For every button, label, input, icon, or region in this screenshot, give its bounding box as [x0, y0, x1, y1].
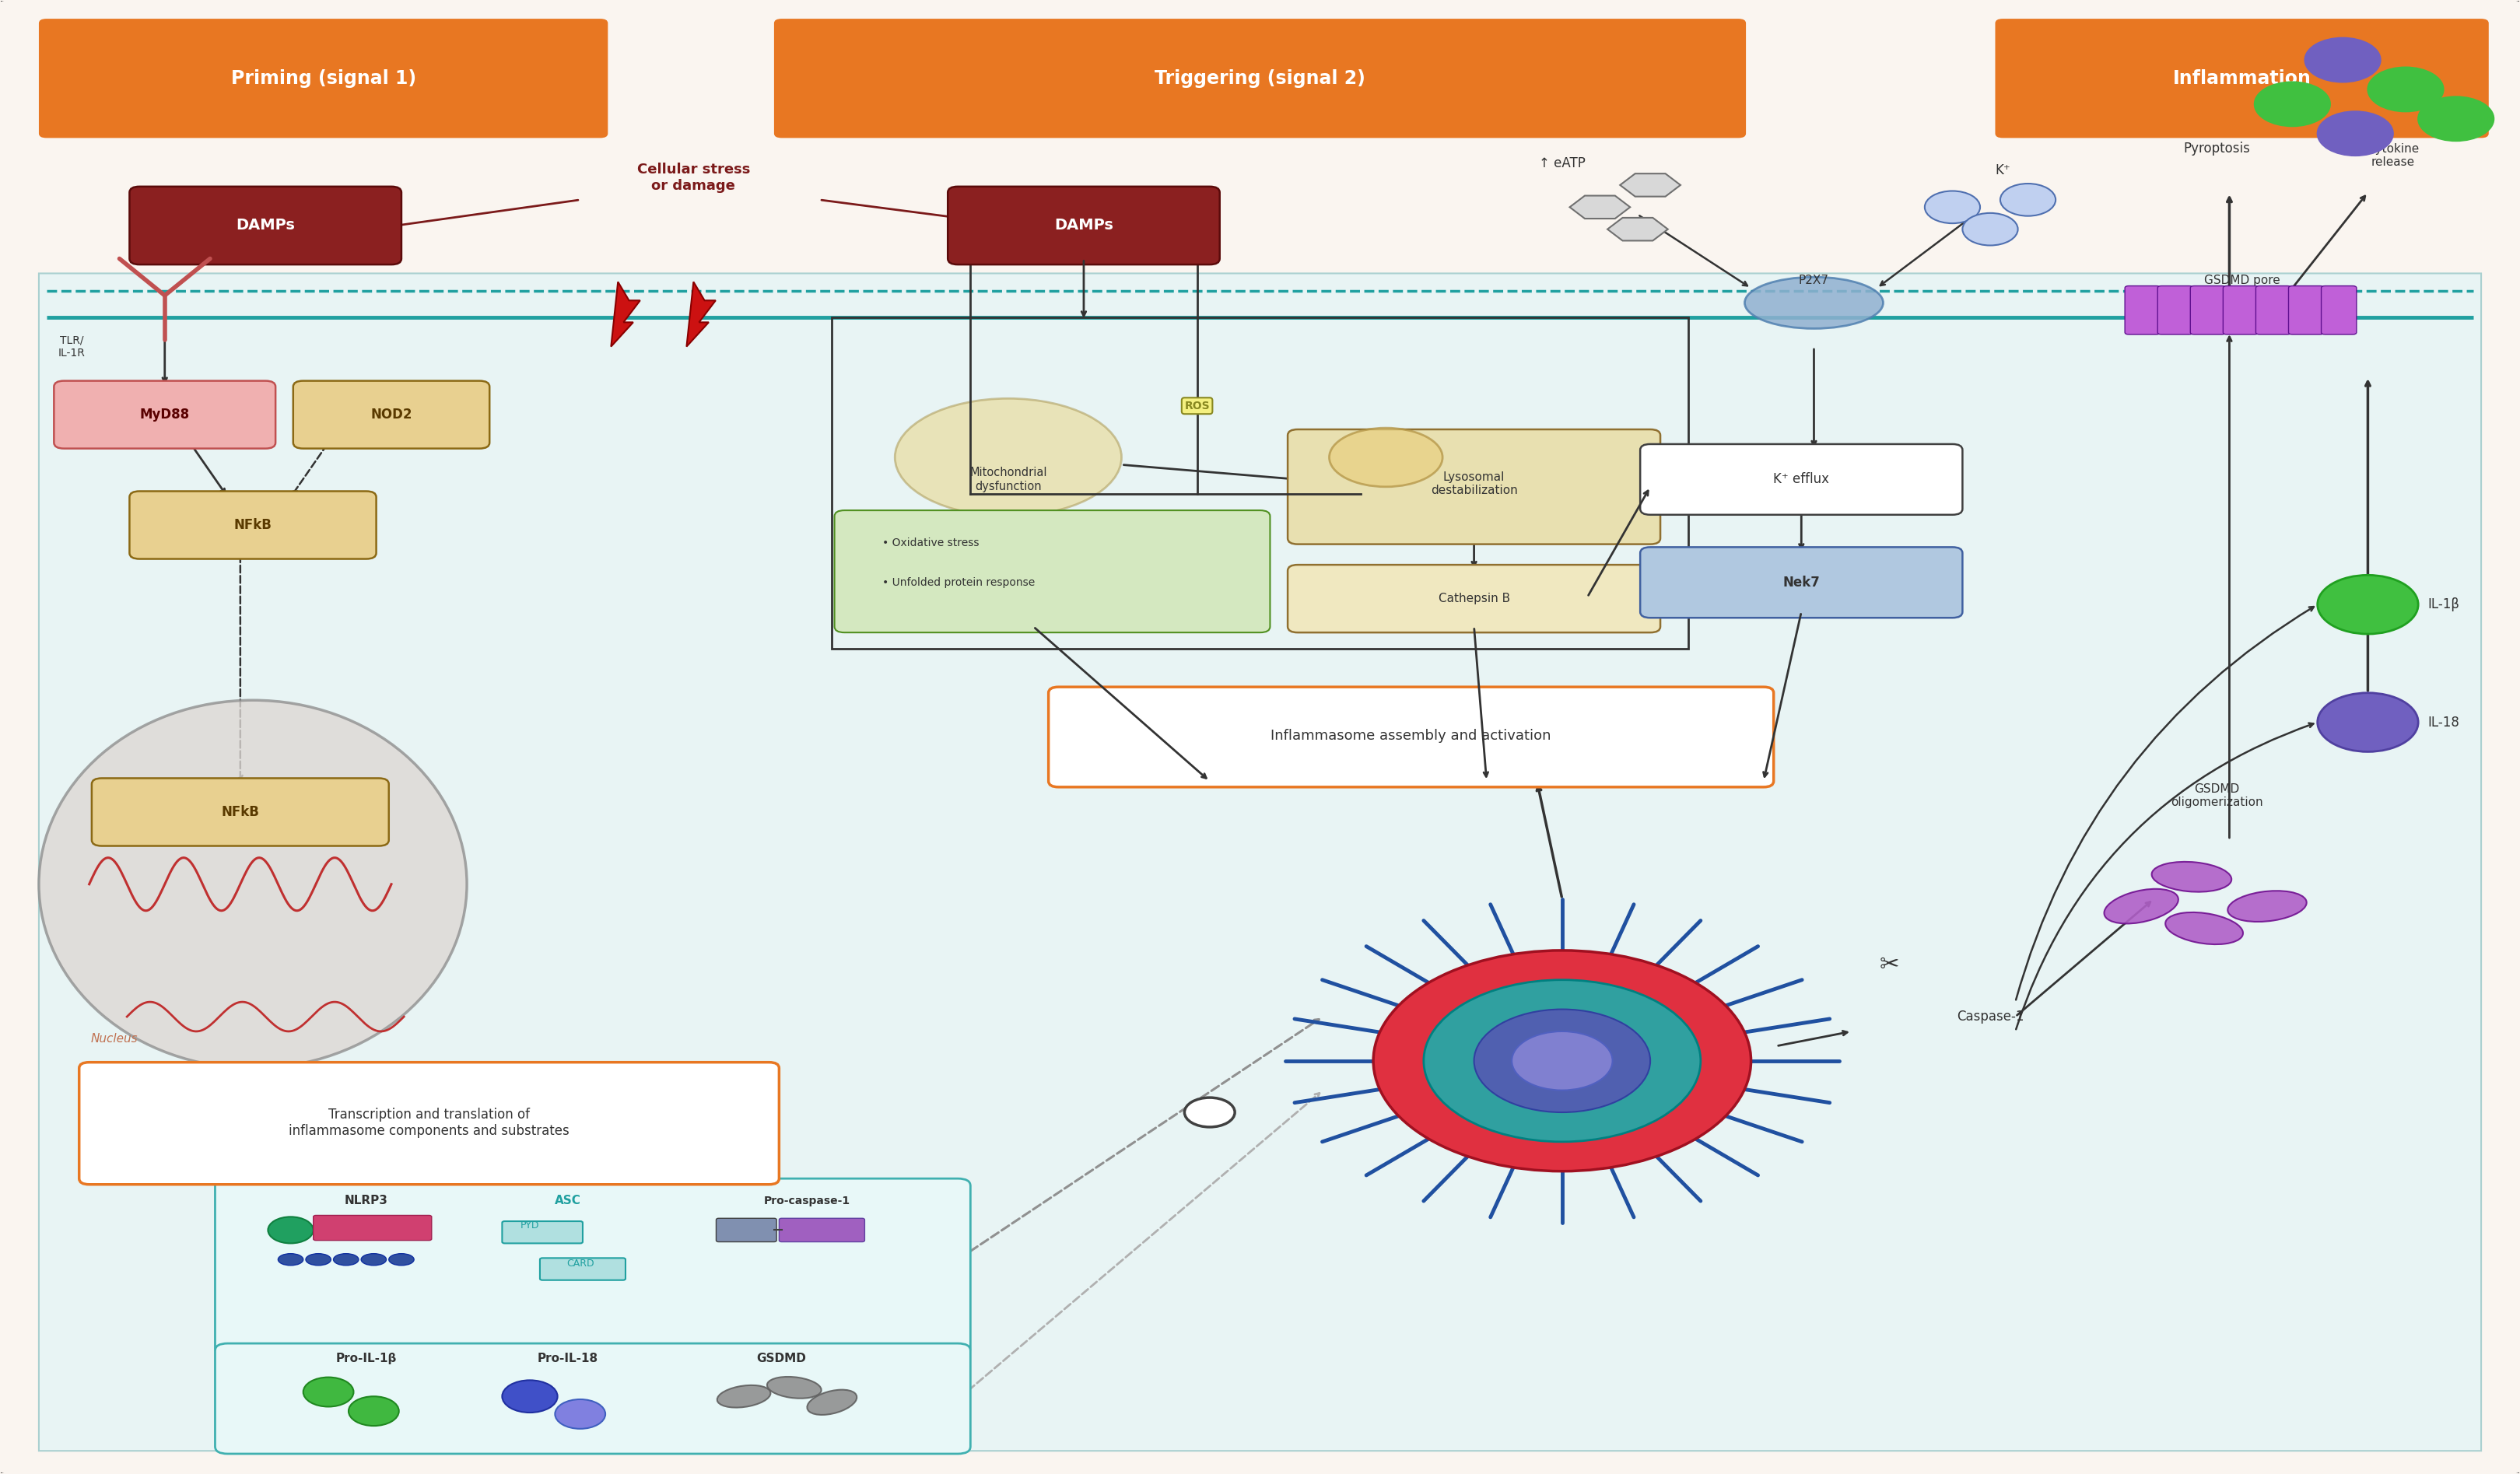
Circle shape — [1373, 951, 1751, 1172]
Text: Priming (signal 1): Priming (signal 1) — [232, 69, 416, 87]
Ellipse shape — [1328, 427, 1441, 486]
Text: Pro-IL-1β: Pro-IL-1β — [335, 1352, 396, 1363]
Text: PYD: PYD — [519, 1220, 539, 1231]
FancyBboxPatch shape — [38, 19, 607, 139]
FancyBboxPatch shape — [312, 1216, 431, 1240]
FancyBboxPatch shape — [2288, 286, 2323, 335]
Ellipse shape — [1744, 277, 1882, 329]
Polygon shape — [610, 282, 640, 346]
FancyBboxPatch shape — [2157, 286, 2192, 335]
Text: Cathepsin B: Cathepsin B — [1439, 593, 1509, 604]
Text: NLRP3: NLRP3 — [345, 1195, 388, 1206]
Text: Pro-IL-18: Pro-IL-18 — [537, 1352, 597, 1363]
Circle shape — [2001, 184, 2056, 217]
Circle shape — [348, 1396, 398, 1425]
Circle shape — [1184, 1098, 1235, 1128]
FancyBboxPatch shape — [1641, 547, 1963, 618]
Text: IL-1β: IL-1β — [2427, 597, 2460, 612]
Circle shape — [2369, 68, 2444, 112]
Text: GSDMD: GSDMD — [756, 1352, 806, 1363]
Circle shape — [1474, 1010, 1651, 1113]
FancyBboxPatch shape — [2255, 286, 2291, 335]
Text: Inflammation: Inflammation — [2172, 69, 2311, 87]
FancyBboxPatch shape — [2190, 286, 2225, 335]
Text: TLR/
IL-1R: TLR/ IL-1R — [58, 335, 86, 358]
FancyBboxPatch shape — [53, 380, 275, 448]
Text: GSDMD
oligomerization: GSDMD oligomerization — [2170, 783, 2263, 808]
FancyBboxPatch shape — [214, 1343, 970, 1453]
Ellipse shape — [895, 398, 1121, 516]
Circle shape — [1963, 214, 2019, 245]
Text: IL-18: IL-18 — [2427, 715, 2460, 730]
FancyBboxPatch shape — [129, 187, 401, 264]
FancyBboxPatch shape — [38, 273, 2482, 1450]
Text: Cytokine
release: Cytokine release — [2366, 143, 2419, 168]
FancyBboxPatch shape — [2321, 286, 2356, 335]
Text: Lysosomal
destabilization: Lysosomal destabilization — [1431, 472, 1517, 497]
FancyBboxPatch shape — [1996, 19, 2490, 139]
Ellipse shape — [305, 1253, 330, 1265]
Text: • Oxidative stress: • Oxidative stress — [882, 537, 980, 548]
FancyBboxPatch shape — [91, 778, 388, 846]
Ellipse shape — [277, 1253, 302, 1265]
FancyBboxPatch shape — [214, 1179, 970, 1355]
Circle shape — [1925, 192, 1981, 224]
Circle shape — [2306, 38, 2381, 83]
Ellipse shape — [2228, 890, 2306, 921]
FancyBboxPatch shape — [779, 1219, 864, 1241]
Polygon shape — [685, 282, 716, 346]
Text: GSDMD pore: GSDMD pore — [2205, 274, 2281, 286]
Ellipse shape — [38, 700, 466, 1069]
Text: Transcription and translation of
inflammasome components and substrates: Transcription and translation of inflamm… — [290, 1107, 570, 1138]
Text: K⁺ efflux: K⁺ efflux — [1774, 473, 1830, 486]
Circle shape — [2318, 693, 2419, 752]
Text: ↑ eATP: ↑ eATP — [1540, 156, 1585, 170]
Circle shape — [2318, 575, 2419, 634]
FancyBboxPatch shape — [1641, 444, 1963, 514]
Ellipse shape — [2165, 912, 2243, 945]
Polygon shape — [1608, 218, 1668, 240]
Text: MyD88: MyD88 — [139, 408, 189, 422]
FancyBboxPatch shape — [774, 19, 1746, 139]
Text: Nucleus: Nucleus — [91, 1033, 139, 1045]
FancyBboxPatch shape — [1288, 565, 1661, 632]
Circle shape — [1512, 1032, 1613, 1091]
Ellipse shape — [360, 1253, 386, 1265]
Polygon shape — [1620, 174, 1681, 196]
Text: K⁺: K⁺ — [1996, 164, 2011, 177]
Text: Cellular stress
or damage: Cellular stress or damage — [638, 162, 751, 193]
FancyBboxPatch shape — [1288, 429, 1661, 544]
FancyBboxPatch shape — [834, 510, 1270, 632]
Ellipse shape — [333, 1253, 358, 1265]
Text: • Unfolded protein response: • Unfolded protein response — [882, 576, 1036, 588]
FancyBboxPatch shape — [129, 491, 375, 559]
Text: Caspase-1: Caspase-1 — [1956, 1010, 2024, 1023]
Ellipse shape — [806, 1390, 857, 1415]
Text: ✂: ✂ — [1880, 954, 1900, 976]
Circle shape — [2318, 112, 2394, 156]
FancyBboxPatch shape — [2124, 286, 2160, 335]
Text: P2X7: P2X7 — [1799, 274, 1830, 286]
Circle shape — [267, 1218, 312, 1243]
Text: ROS: ROS — [1184, 401, 1210, 411]
Circle shape — [2255, 83, 2331, 127]
Circle shape — [2419, 97, 2495, 142]
Ellipse shape — [766, 1377, 822, 1399]
Ellipse shape — [718, 1386, 771, 1408]
Text: Inflammasome assembly and activation: Inflammasome assembly and activation — [1270, 728, 1552, 743]
Text: Pro-caspase-1: Pro-caspase-1 — [764, 1195, 849, 1206]
FancyBboxPatch shape — [501, 1222, 582, 1243]
Text: ASC: ASC — [554, 1195, 580, 1206]
FancyBboxPatch shape — [948, 187, 1220, 264]
Text: NFkB: NFkB — [234, 517, 272, 532]
Circle shape — [1424, 980, 1701, 1142]
Text: Triggering (signal 2): Triggering (signal 2) — [1154, 69, 1366, 87]
Text: Pyroptosis: Pyroptosis — [2182, 142, 2250, 155]
Ellipse shape — [2104, 889, 2177, 924]
Text: CARD: CARD — [567, 1259, 595, 1269]
Circle shape — [501, 1380, 557, 1412]
Text: NFkB: NFkB — [222, 805, 260, 820]
Ellipse shape — [2152, 862, 2233, 892]
FancyBboxPatch shape — [716, 1219, 776, 1241]
